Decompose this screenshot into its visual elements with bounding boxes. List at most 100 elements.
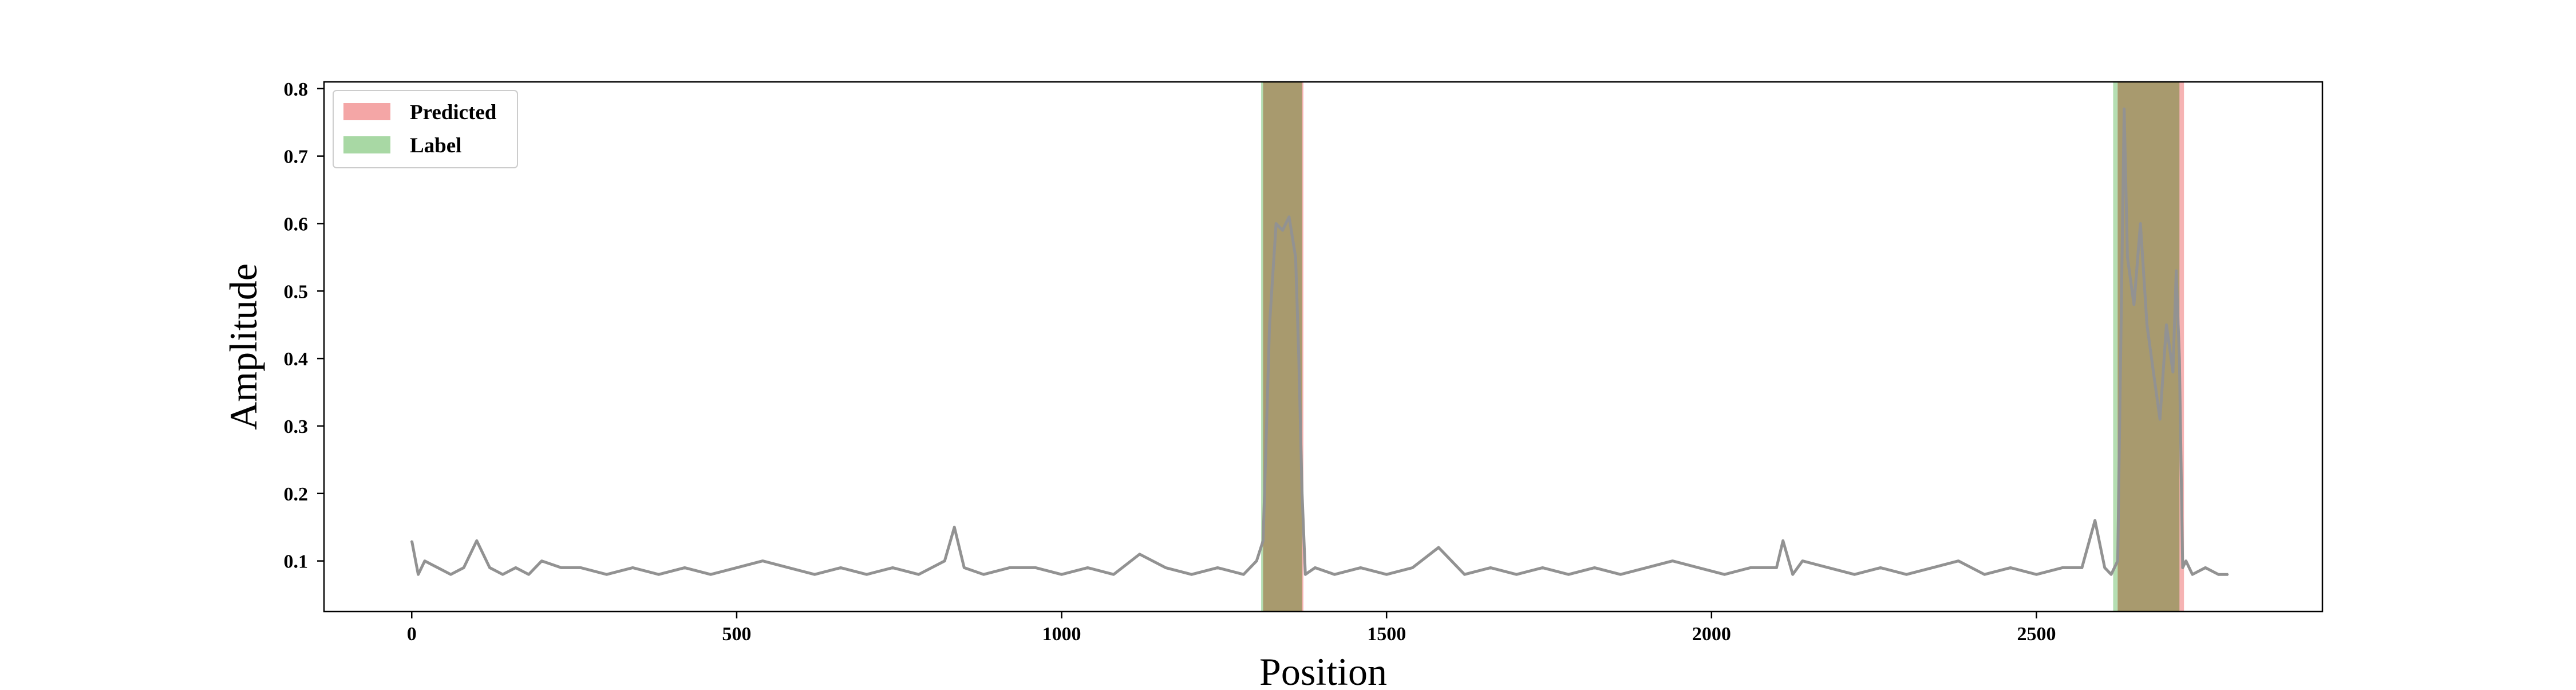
data-point xyxy=(1880,567,1882,569)
data-point xyxy=(1269,324,1270,326)
data-point xyxy=(1061,574,1062,575)
data-point xyxy=(437,567,438,569)
data-point xyxy=(762,560,764,562)
data-point xyxy=(1958,560,1959,562)
x-tick-label: 500 xyxy=(722,624,751,645)
data-point xyxy=(411,540,413,542)
data-point xyxy=(1412,567,1413,569)
data-point xyxy=(1464,574,1465,575)
legend-label-predicted: Predicted xyxy=(410,101,497,124)
data-point xyxy=(1619,574,1621,575)
data-point xyxy=(2140,223,2142,224)
data-point xyxy=(1672,560,1673,562)
data-point xyxy=(2127,257,2128,258)
data-point xyxy=(918,574,919,575)
data-point xyxy=(2146,324,2148,326)
data-point xyxy=(1139,553,1140,555)
data-point xyxy=(1275,223,1277,224)
data-point xyxy=(1360,567,1361,569)
x-tick-label: 1000 xyxy=(1042,624,1081,645)
x-axis-ticks: 0 500 1000 1500 2000 2500 xyxy=(407,612,2056,645)
data-point xyxy=(1594,567,1595,569)
y-tick-label: 0.3 xyxy=(284,416,309,437)
data-point xyxy=(684,567,686,569)
data-point xyxy=(2010,567,2012,569)
data-point xyxy=(2172,371,2174,373)
data-point xyxy=(1262,540,1264,542)
data-point xyxy=(560,567,562,569)
data-point xyxy=(1906,574,1907,575)
data-point xyxy=(840,567,841,569)
y-tick-label: 0.8 xyxy=(284,79,309,100)
data-point xyxy=(983,574,985,575)
data-point xyxy=(1828,567,1830,569)
data-point xyxy=(2117,560,2119,562)
data-point xyxy=(1295,257,1297,258)
data-point xyxy=(892,567,894,569)
data-point xyxy=(417,574,419,575)
data-point xyxy=(1490,567,1491,569)
data-point xyxy=(1438,547,1440,549)
data-point xyxy=(424,560,425,562)
y-tick-label: 0.1 xyxy=(284,551,309,573)
data-point xyxy=(606,574,607,575)
data-point xyxy=(736,567,737,569)
data-point xyxy=(1386,574,1388,575)
data-point xyxy=(580,567,582,569)
legend: Predicted Label xyxy=(333,90,518,168)
data-point xyxy=(463,567,465,569)
data-point xyxy=(1191,574,1192,575)
data-point xyxy=(1298,358,1299,360)
data-point xyxy=(963,567,965,569)
data-point xyxy=(1243,574,1244,575)
data-point xyxy=(1086,567,1088,569)
data-point xyxy=(476,540,477,542)
data-point xyxy=(1776,567,1777,569)
x-tick-label: 2000 xyxy=(1692,624,1731,645)
data-point xyxy=(1314,567,1316,569)
data-point xyxy=(1984,574,1985,575)
data-point xyxy=(541,560,543,562)
y-tick-label: 0.7 xyxy=(284,147,309,168)
data-point xyxy=(1801,560,1803,562)
series-line-0 xyxy=(410,107,2229,576)
data-point xyxy=(954,526,955,528)
legend-label-label: Label xyxy=(410,134,461,157)
data-point xyxy=(1542,567,1543,569)
data-point xyxy=(2081,567,2083,569)
data-point xyxy=(1035,567,1037,569)
y-tick-label: 0.2 xyxy=(284,484,309,505)
data-point xyxy=(2111,574,2112,575)
highlight-regions xyxy=(1261,82,2184,612)
legend-swatch-label xyxy=(343,136,390,153)
data-point xyxy=(866,574,867,575)
data-point xyxy=(2133,303,2135,305)
data-point xyxy=(1305,574,1306,575)
data-point xyxy=(2227,574,2229,575)
data-point xyxy=(1646,567,1647,569)
data-point xyxy=(489,567,491,569)
x-tick-label: 0 xyxy=(407,624,417,645)
y-tick-label: 0.4 xyxy=(284,349,309,370)
data-point xyxy=(2185,560,2187,562)
x-axis-title: Position xyxy=(1259,650,1387,687)
y-axis-title: Amplitude xyxy=(222,263,265,430)
data-point xyxy=(1749,567,1751,569)
data-point xyxy=(2123,108,2125,110)
data-point xyxy=(658,574,659,575)
data-point xyxy=(2191,574,2193,575)
y-axis-ticks: 0.1 0.2 0.3 0.4 0.5 0.6 0.7 0.8 xyxy=(284,79,324,573)
data-point xyxy=(1256,560,1258,562)
data-point xyxy=(2179,358,2180,360)
data-point xyxy=(528,574,530,575)
data-point xyxy=(450,574,452,575)
data-point xyxy=(1165,567,1167,569)
data-point xyxy=(1113,574,1115,575)
data-point xyxy=(788,567,789,569)
data-point xyxy=(1516,574,1518,575)
data-point xyxy=(710,574,712,575)
data-point xyxy=(1931,567,1933,569)
data-point xyxy=(2182,567,2183,569)
data-point xyxy=(1282,230,1283,231)
